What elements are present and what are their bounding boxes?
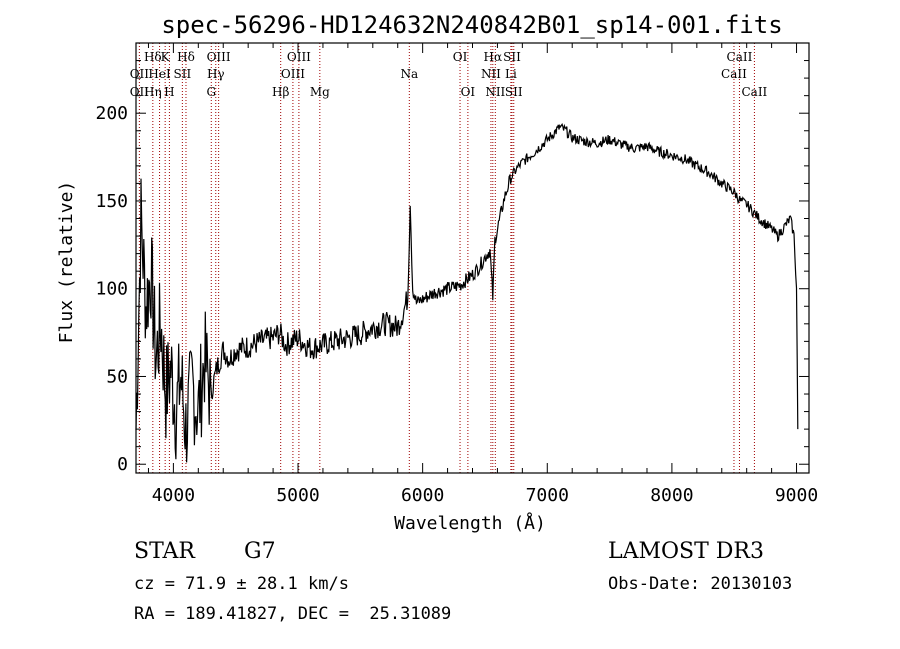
y-tick-label: 0: [117, 454, 128, 475]
survey-name: LAMOST DR3: [608, 539, 764, 564]
object-type: STAR: [134, 539, 195, 564]
observation-date: Obs-Date: 20130103: [608, 574, 793, 594]
x-tick-label: 9000: [775, 485, 818, 506]
spectral-subclass: G7: [244, 539, 276, 564]
line-marker-label: OI: [461, 85, 476, 99]
line-marker-label: Hδ: [144, 50, 162, 64]
line-marker-label: HeI: [148, 67, 171, 81]
flux-series-line: [135, 122, 799, 463]
line-marker-label: CaII: [741, 85, 767, 99]
line-marker-label: CaII: [721, 67, 747, 81]
y-tick-label: 100: [95, 279, 128, 300]
line-marker-label: SII: [505, 85, 523, 99]
line-marker-label: OII: [130, 67, 150, 81]
line-marker-label: NII: [485, 85, 505, 99]
x-tick-label: 4000: [152, 485, 195, 506]
x-axis-label: Wavelength (Å): [394, 512, 546, 534]
line-marker-label: Mg: [310, 85, 330, 99]
line-marker-label: Hγ: [207, 67, 225, 81]
line-marker-label: Na: [400, 67, 418, 81]
x-tick-label: 6000: [401, 485, 444, 506]
x-tick-label: 8000: [650, 485, 693, 506]
coordinates: RA = 189.41827, DEC = 25.31089: [134, 604, 452, 624]
line-marker-label: NII: [481, 67, 501, 81]
line-marker-label: Hα: [484, 50, 503, 64]
y-tick-label: 200: [95, 103, 128, 124]
line-marker-label: SII: [503, 50, 521, 64]
line-marker-label: Li: [505, 67, 517, 81]
x-tick-label: 5000: [276, 485, 319, 506]
y-tick-label: 50: [106, 366, 128, 387]
line-marker-label: OI: [453, 50, 468, 64]
line-marker-label: H: [164, 85, 174, 99]
line-marker-label: Hδ: [177, 50, 195, 64]
line-marker-label: OII: [130, 85, 150, 99]
y-axis-label: Flux (relative): [56, 181, 77, 344]
line-markers: [138, 43, 755, 473]
line-marker-label: OIII: [287, 50, 311, 64]
plot-frame: [135, 42, 810, 474]
x-tick-label: 7000: [526, 485, 569, 506]
line-marker-label: OIII: [281, 67, 305, 81]
line-marker-label: CaII: [727, 50, 753, 64]
y-tick-label: 150: [95, 191, 128, 212]
line-marker-label: OIII: [207, 50, 231, 64]
redshift-cz: cz = 71.9 ± 28.1 km/s: [134, 574, 349, 594]
x-axis-ticks: 4000 5000 6000 7000 8000 9000: [147, 43, 818, 506]
chart-title: spec-56296-HD124632N240842B01_sp14-001.f…: [161, 11, 782, 39]
y-axis-ticks: 0 50 100 150 200: [95, 60, 809, 475]
line-marker-label: Hβ: [272, 85, 289, 99]
line-marker-label: G: [206, 85, 216, 99]
line-marker-label: K: [161, 50, 171, 64]
line-marker-label: Hη: [144, 85, 162, 99]
line-marker-label: SII: [174, 67, 192, 81]
